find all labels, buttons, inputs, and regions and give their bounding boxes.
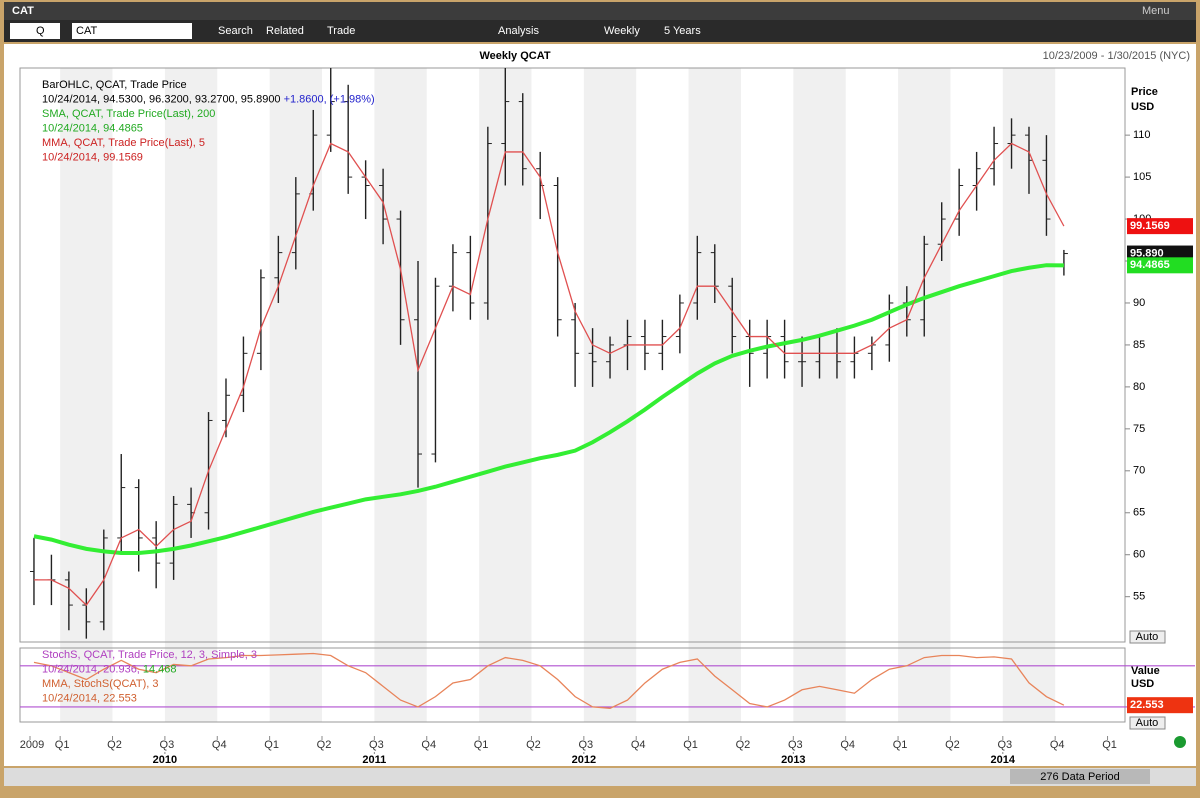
axis-label: Value	[1131, 665, 1160, 677]
y-tick-label: 80	[1133, 381, 1145, 393]
legend-text: 10/24/2014, 94.5300, 96.3200, 93.2700, 9…	[42, 93, 281, 105]
price-tag	[1127, 257, 1193, 274]
x-tick-label: Q3	[369, 739, 384, 751]
auto-button[interactable]	[1129, 716, 1166, 730]
related-menu[interactable]: Related	[266, 25, 304, 37]
quarter-band	[793, 68, 846, 722]
price-tag-label: 95.890	[1130, 247, 1164, 259]
y-tick-label: 65	[1133, 507, 1145, 519]
x-tick-label: 2009	[20, 739, 44, 751]
price-tag	[1127, 697, 1193, 714]
legend-text: 10/24/2014, 94.4865	[42, 122, 143, 134]
legend-text: MMA, QCAT, Trade Price(Last), 5	[42, 137, 205, 149]
interval-menu[interactable]: Weekly	[604, 25, 640, 37]
legend-text: BarOHLC, QCAT, Trade Price	[42, 79, 187, 91]
x-tick-label: Q1	[1102, 739, 1117, 751]
data-period: 276 Data Period	[1040, 771, 1120, 783]
date-range: 10/23/2009 - 1/30/2015 (NYC)	[1043, 50, 1190, 62]
x-tick-label: Q3	[997, 739, 1012, 751]
x-tick-label: Q2	[736, 739, 751, 751]
y-tick-label: 90	[1133, 297, 1145, 309]
y-tick-label: 55	[1133, 591, 1145, 603]
quarter-band	[898, 68, 951, 722]
year-label: 2010	[153, 754, 177, 766]
x-tick-label: Q1	[893, 739, 908, 751]
stoch-plot-frame	[19, 647, 1126, 723]
x-tick-label: Q1	[55, 739, 70, 751]
legend-text: 10/24/2014, 22.553	[42, 692, 137, 704]
toolbar	[4, 20, 1196, 42]
quarter-band	[374, 68, 427, 722]
quarter-band	[269, 68, 322, 722]
legend-text: 14.468	[143, 663, 177, 675]
x-tick-label: Q4	[421, 739, 436, 751]
year-label: 2011	[362, 754, 386, 766]
x-tick-label: Q4	[631, 739, 646, 751]
menu-button[interactable]: Menu	[1142, 5, 1170, 17]
year-label: 2013	[781, 754, 805, 766]
quarter-band	[583, 68, 637, 722]
legend-text: SMA, QCAT, Trade Price(Last), 200	[42, 108, 215, 120]
trade-menu[interactable]: Trade	[327, 25, 355, 37]
window-title: CAT	[12, 5, 34, 17]
quarter-band	[164, 68, 218, 722]
price-tag-label: 94.4865	[1130, 259, 1170, 271]
auto-button[interactable]	[1129, 630, 1166, 644]
axis-label: USD	[1131, 678, 1154, 690]
price-tag-label: 99.1569	[1130, 220, 1170, 232]
legend-text: StochS, QCAT, Trade Price, 12, 3, Simple…	[42, 649, 257, 661]
year-label: 2012	[572, 754, 596, 766]
legend-text: 10/24/2014, 99.1569	[42, 151, 143, 163]
price-plot-frame	[19, 67, 1126, 643]
y-tick-label: 60	[1133, 549, 1145, 561]
x-tick-label: Q1	[474, 739, 489, 751]
x-tick-label: Q1	[683, 739, 698, 751]
analysis-menu[interactable]: Analysis	[498, 25, 539, 37]
search-button[interactable]: Search	[218, 25, 253, 37]
symbol: CAT	[76, 25, 97, 37]
scroll-thumb[interactable]	[1010, 769, 1150, 784]
indicator-line	[33, 263, 1064, 556]
legend-text: +1.8600, (+1.98%)	[284, 93, 375, 105]
legend-text: MMA, StochS(QCAT), 3	[42, 678, 159, 690]
indicator-line	[33, 652, 1065, 709]
y-tick-label: 110	[1133, 129, 1151, 141]
year-label: 2014	[991, 754, 1016, 766]
chart-title: Weekly QCAT	[479, 50, 550, 62]
axis-label: Price	[1131, 86, 1158, 98]
price-tag-label: 22.553	[1130, 699, 1164, 711]
x-tick-label: Q2	[317, 739, 332, 751]
x-tick-label: Q4	[1050, 739, 1065, 751]
x-tick-label: Q3	[579, 739, 594, 751]
x-tick-label: Q4	[212, 739, 227, 751]
indicator-line	[33, 142, 1065, 607]
x-tick-label: Q1	[264, 739, 279, 751]
y-tick-label: 85	[1133, 339, 1145, 351]
scrollbar[interactable]	[4, 768, 1196, 786]
price-tag	[1127, 218, 1193, 235]
x-tick-label: Q2	[945, 739, 960, 751]
auto-label: Auto	[1136, 631, 1159, 643]
symbol-type: Q	[36, 25, 45, 37]
range-menu[interactable]: 5 Years	[664, 25, 701, 37]
quarter-band	[688, 68, 741, 722]
auto-label: Auto	[1136, 717, 1159, 729]
x-tick-label: Q3	[788, 739, 803, 751]
symbol-input[interactable]	[72, 23, 192, 39]
x-tick-label: Q3	[160, 739, 175, 751]
y-tick-label: 105	[1133, 171, 1151, 183]
title-bar	[4, 2, 1196, 20]
x-tick-label: Q4	[840, 739, 855, 751]
y-tick-label: 70	[1133, 465, 1145, 477]
symbol-type-box[interactable]	[10, 23, 60, 39]
axis-label: USD	[1131, 101, 1154, 113]
x-tick-label: Q2	[107, 739, 122, 751]
legend-text: 10/24/2014, 20.936,	[42, 663, 140, 675]
y-tick-label: 75	[1133, 423, 1145, 435]
status-indicator	[1174, 736, 1186, 748]
x-tick-label: Q2	[526, 739, 541, 751]
